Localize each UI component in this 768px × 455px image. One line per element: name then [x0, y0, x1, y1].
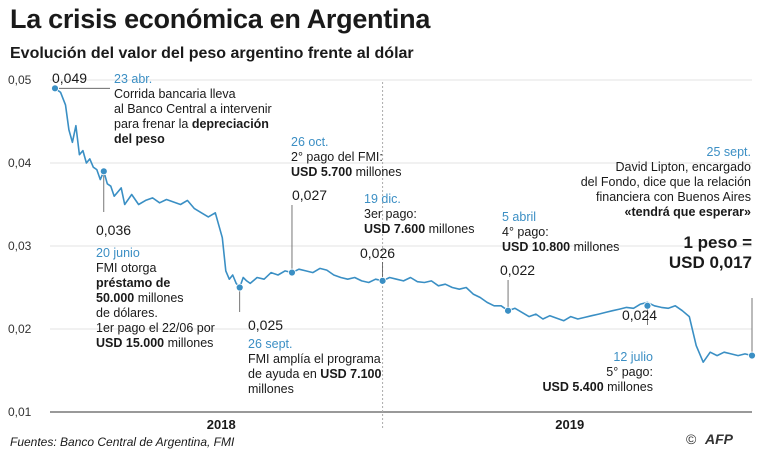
point-value-label: 0,026	[360, 245, 395, 261]
data-point	[288, 268, 296, 277]
point-value-label: 0,024	[622, 307, 657, 323]
afp-logo: AFP	[705, 431, 733, 447]
annotation-line: FMI amplía el programa	[248, 352, 381, 366]
annotation-date: 5 abril	[502, 210, 536, 224]
series-line	[54, 87, 753, 363]
annotation-date: 19 dic.	[364, 192, 401, 206]
y-tick-label: 0,02	[8, 322, 32, 336]
copyright-symbol: ©	[686, 431, 697, 447]
annotation-line: del Fondo, dice que la relación	[581, 175, 751, 189]
data-point	[504, 306, 512, 315]
page-title: La crisis económica en Argentina	[10, 4, 431, 34]
annotation-line: préstamo de	[96, 276, 170, 290]
point-value-label: 0,036	[96, 222, 131, 238]
annotation-4: 26 oct.2° pago del FMI:USD 5.700 millone…	[291, 135, 401, 179]
annotation-line: millones	[248, 382, 294, 396]
page-subtitle: Evolución del valor del peso argentino f…	[10, 45, 414, 62]
annotation-line: del peso	[114, 132, 165, 146]
annotation-line: de ayuda en USD 7.100	[248, 367, 381, 381]
annotation-date: 23 abr.	[114, 72, 152, 86]
y-tick-label: 0,01	[8, 405, 32, 419]
annotation-line: FMI otorga	[96, 261, 156, 275]
annotation-line: USD 5.400 millones	[543, 380, 653, 394]
point-value-label: 0,027	[292, 187, 327, 203]
data-point	[235, 283, 244, 292]
annotation-line: al Banco Central a intervenir	[114, 102, 272, 116]
data-point	[643, 301, 652, 310]
data-point	[99, 167, 108, 176]
annotation-line: 4° pago:	[502, 225, 549, 239]
annotation-line: David Lipton, encargado	[615, 160, 751, 174]
annotation-line: 50.000 millones	[96, 291, 184, 305]
annotation-line: financiera con Buenos Aires	[596, 190, 751, 204]
annotation-line: 3er pago:	[364, 207, 417, 221]
annotation-5: 19 dic.3er pago:USD 7.600 millones	[364, 192, 474, 236]
annotation-line: para frenar la depreciación	[114, 117, 269, 131]
x-tick-label: 2018	[207, 417, 236, 432]
data-point	[51, 84, 59, 93]
annotation-line: USD 10.800 millones	[502, 240, 619, 254]
y-tick-label: 0,04	[8, 156, 32, 170]
y-tick-label: 0,05	[8, 73, 32, 87]
annotation-line: USD 5.700 millones	[291, 165, 401, 179]
annotation-date: 25 sept.	[707, 145, 751, 159]
annotation-line: 2° pago del FMI:	[291, 150, 383, 164]
point-value-label: 0,049	[52, 70, 87, 86]
data-point	[378, 276, 387, 285]
annotation-line: Corrida bancaria lleva	[114, 87, 236, 101]
annotation-date: 12 julio	[613, 350, 653, 364]
final-value-label: USD 0,017	[669, 253, 752, 272]
annotation-line: 1er pago el 22/06 por	[96, 321, 215, 335]
annotation-date: 26 oct.	[291, 135, 329, 149]
point-value-label: 0,025	[248, 317, 283, 333]
source-note: Fuentes: Banco Central de Argentina, FMI	[10, 435, 235, 449]
data-point	[748, 351, 756, 360]
y-tick-label: 0,03	[8, 239, 32, 253]
annotation-date: 20 junio	[96, 246, 140, 260]
annotation-line: «tendrá que esperar»	[625, 205, 751, 219]
annotation-line: de dólares.	[96, 306, 158, 320]
annotation-line: 5° pago:	[606, 365, 653, 379]
x-tick-label: 2019	[555, 417, 584, 432]
point-value-label: 0,022	[500, 262, 535, 278]
final-value-label: 1 peso =	[683, 233, 752, 252]
annotation-line: USD 15.000 millones	[96, 336, 213, 350]
annotation-date: 26 sept.	[248, 337, 292, 351]
annotation-line: USD 7.600 millones	[364, 222, 474, 236]
